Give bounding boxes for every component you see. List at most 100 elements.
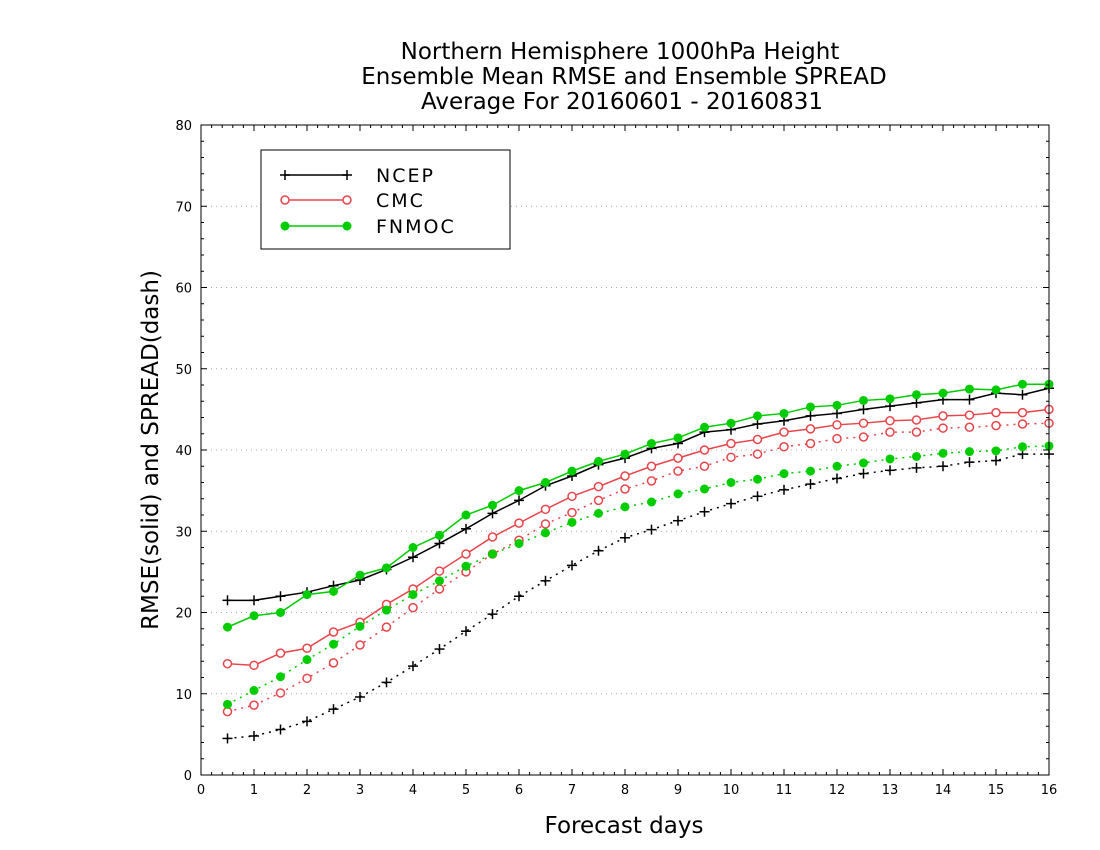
ncep-spread-point [514,591,524,602]
ncep-rmse-point [805,410,816,421]
x-tick-label: 4 [409,783,417,798]
y-tick-label: 60 [175,282,192,297]
title-line-1: Northern Hemisphere 1000hPa Height [401,39,840,65]
cmc-spread-point [328,658,339,668]
fnmoc-spread-point [832,461,842,471]
fnmoc-rmse-series [223,379,1054,632]
fnmoc-spread-point [912,452,921,461]
x-tick-label: 14 [935,783,952,798]
cmc-spread-point [673,466,683,476]
x-tick-label: 16 [1041,783,1058,798]
fnmoc-rmse-point [408,543,418,552]
ncep-rmse-point [434,538,445,549]
cmc-spread-point [540,519,551,529]
ncep-spread-point [858,468,869,479]
cmc-rmse-point [620,471,630,481]
legend-marker [342,170,352,180]
cmc-spread-point [249,700,259,710]
ncep-spread-point [726,498,736,509]
fnmoc-rmse-point [885,394,895,404]
fnmoc-rmse-point [488,500,497,510]
x-tick-label: 6 [515,783,523,798]
ncep-rmse-point [752,419,763,429]
ncep-rmse-point [275,591,286,602]
ncep-rmse-point [222,595,233,606]
ncep-rmse-point [461,523,471,534]
cmc-spread-series [222,418,1054,717]
fnmoc-spread-point [1018,442,1027,452]
ncep-spread-point [487,609,498,620]
ncep-rmse-series [222,383,1054,606]
cmc-spread-point [222,706,233,717]
x-tick-label: 9 [674,783,682,798]
x-tick-label: 7 [568,783,576,798]
fnmoc-spread-point [673,489,683,499]
ncep-rmse-point [858,404,869,415]
cmc-rmse-point [726,438,736,449]
ncep-spread-point [275,724,286,735]
fnmoc-spread-point [965,447,974,457]
ncep-spread-point [249,731,259,741]
title-line-2: Ensemble Mean RMSE and Ensemble SPREAD [361,64,886,90]
cmc-spread-point [355,640,365,650]
fnmoc-rmse-point [1018,379,1027,389]
ncep-spread-point [964,457,975,468]
fnmoc-rmse-point [965,384,974,394]
fnmoc-rmse-point [276,608,285,617]
fnmoc-spread-point [991,446,1001,456]
fnmoc-spread-point [249,686,259,695]
fnmoc-rmse-point [302,590,312,600]
cmc-rmse-point [302,643,312,653]
ncep-rmse-point [408,552,418,563]
ncep-spread-point [911,462,922,473]
cmc-spread-point [832,433,842,444]
fnmoc-rmse-point [620,449,630,459]
cmc-rmse-point [461,549,471,559]
ncep-spread-point [540,575,551,586]
fnmoc-spread-point [408,590,418,600]
ncep-spread-point [222,733,233,744]
fnmoc-spread-point [726,478,736,487]
fnmoc-spread-point [355,621,365,631]
cmc-spread-point [434,584,445,594]
fnmoc-spread-point [806,466,815,476]
fnmoc-spread-point [541,528,550,538]
legend-marker [280,170,290,180]
fnmoc-rmse-point [673,433,683,443]
cmc-spread-point [938,423,948,433]
ncep-rmse-point [911,397,922,408]
x-axis-label: Forecast days [545,813,704,839]
cmc-rmse-point [964,410,975,420]
x-tick-label: 8 [621,783,629,798]
fnmoc-spread-point [567,517,577,527]
fnmoc-rmse-point [594,456,603,466]
ncep-rmse-point [249,595,259,606]
ncep-rmse-line [227,387,1050,602]
fnmoc-spread-point [302,655,312,665]
cmc-spread-point [991,420,1001,431]
cmc-rmse-point [858,418,869,428]
cmc-spread-point [699,461,710,471]
fnmoc-rmse-point [647,439,656,448]
cmc-rmse-point [673,453,683,463]
cmc-rmse-point [434,566,445,576]
fnmoc-spread-point [859,458,868,468]
cmc-spread-point [964,422,975,432]
fnmoc-spread-point [223,699,232,709]
fnmoc-rmse-point [859,395,868,405]
ncep-spread-point [646,524,657,535]
x-tick-label: 3 [356,783,364,798]
x-tick-label: 1 [250,783,258,798]
ncep-spread-point [673,515,683,526]
cmc-spread-point [911,427,922,437]
x-tick-label: 10 [723,783,740,798]
x-tick-label: 13 [882,783,899,798]
ncep-spread-point [885,465,895,476]
cmc-spread-point [646,476,657,486]
fnmoc-spread-point [435,576,444,586]
cmc-rmse-point [646,461,657,471]
x-tick-label: 15 [988,783,1005,798]
cmc-spread-point [858,432,869,442]
fnmoc-spread-point [620,502,630,512]
ncep-spread-point [699,506,710,517]
